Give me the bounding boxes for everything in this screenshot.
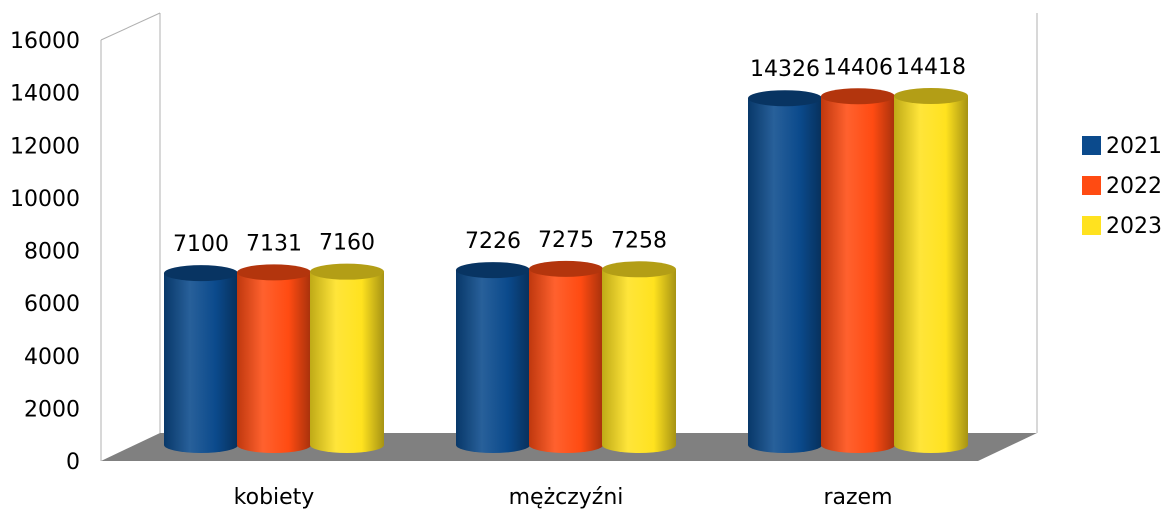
y-tick-label: 6000 [24,292,80,317]
data-label: 7160 [319,231,375,256]
bar-2021-1 [456,262,530,453]
y-tick-label: 12000 [10,134,80,159]
bar-top-cap [529,260,603,277]
bar-body [456,270,530,453]
y-tick-label: 8000 [24,240,80,265]
bar-top-cap [748,90,822,107]
x-axis-categories: kobiety mężczyźni razem [234,485,893,510]
legend-swatch [1082,216,1101,235]
data-label: 7131 [246,231,302,256]
bar-2023-0 [310,263,384,453]
bar-2023-2 [894,87,968,454]
data-label: 14326 [750,57,820,82]
bar-2021-2 [748,90,822,453]
bar-2023-1 [602,261,676,453]
data-label: 7258 [611,228,667,253]
y-tick-label: 10000 [10,187,80,212]
data-label: 7226 [465,229,521,254]
back-wall-left-edge [100,12,161,41]
data-label: 14418 [896,55,966,80]
bar-2021-0 [164,265,238,453]
bar-2022-2 [821,88,895,453]
bar-body [821,96,895,453]
legend-label: 2021 [1106,134,1162,159]
y-tick-label: 4000 [24,345,80,370]
bar-body [748,98,822,453]
legend-label: 2023 [1106,214,1162,239]
y-tick-label: 2000 [24,397,80,422]
data-label: 7100 [173,232,229,257]
category-label: kobiety [234,485,315,510]
bar-2022-1 [529,260,603,453]
bar-top-cap [310,263,384,280]
bar-body [602,269,676,453]
bar-body [894,95,968,454]
data-labels: 7100 7131 7160 7226 7275 7258 14326 14406 14418 [173,55,966,257]
bars-group [164,87,968,454]
y-tick-label: 16000 [10,29,80,54]
bar-body [310,271,384,453]
bar-top-cap [456,262,530,279]
bar-body [164,273,238,453]
bar-top-cap [237,264,311,281]
data-label: 14406 [823,55,893,80]
legend-swatch [1082,136,1101,155]
legend-swatch [1082,176,1101,195]
bar-2022-0 [237,264,311,453]
data-label: 7275 [538,228,594,253]
bar-body [237,272,311,453]
bar-top-cap [602,261,676,278]
category-label: razem [823,485,892,510]
y-tick-label: 14000 [10,82,80,107]
y-tick-label: 0 [66,450,80,475]
category-label: mężczyźni [509,485,624,510]
legend-label: 2022 [1106,174,1162,199]
bar-top-cap [164,265,238,282]
bar-top-cap [894,87,968,104]
y-axis-ticks: 0 2000 4000 6000 8000 10000 12000 14000 16000 [10,29,80,475]
bar-top-cap [821,88,895,105]
legend: 2021 2022 2023 [1082,134,1162,239]
bar-body [529,268,603,453]
